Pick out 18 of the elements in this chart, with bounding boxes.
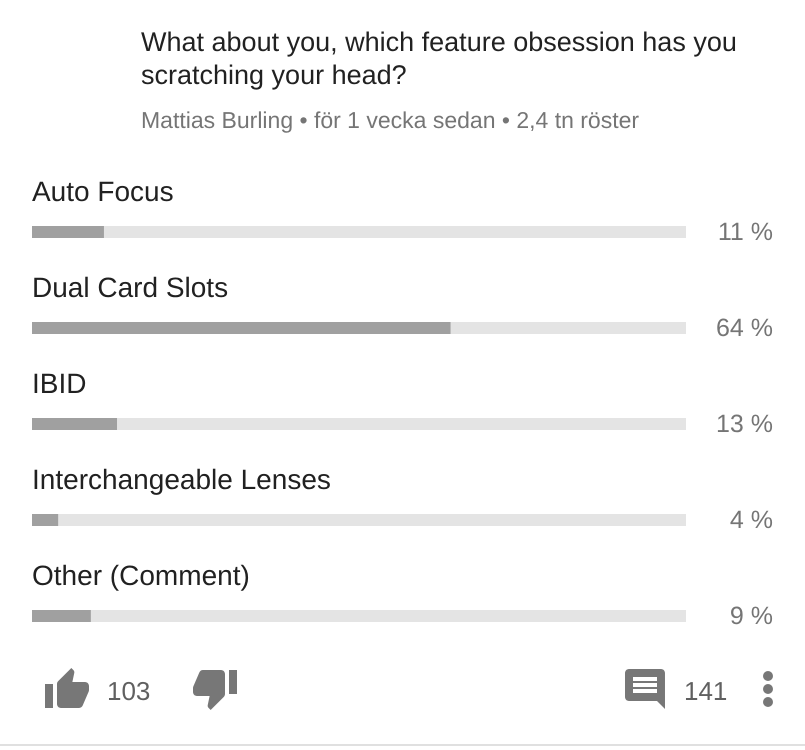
y-tick-label: Auto Focus (32, 176, 174, 207)
y-tick-label: Dual Card Slots (32, 272, 228, 303)
y-tick-label: Other (Comment) (32, 560, 250, 591)
text: 141 (684, 676, 728, 706)
data-label: 64 % (716, 314, 773, 342)
data-label: 9 % (730, 602, 773, 630)
data-label: 11 % (718, 218, 773, 246)
data-label: 13 % (716, 410, 773, 438)
y-tick-label: Interchangeable Lenses (32, 464, 331, 495)
bar (32, 610, 91, 622)
text: 103 (107, 676, 150, 706)
bar (32, 418, 118, 430)
bar (32, 226, 104, 238)
y-tick-label: IBID (32, 368, 86, 399)
chart-title: What about you, which feature obsession has you scratching your head? (141, 26, 738, 92)
bar (32, 514, 58, 526)
chart-subtitle: Mattias Burling • för 1 vecka sedan • 2,4 tn röster (141, 107, 640, 133)
data-label: 4 % (730, 506, 773, 534)
